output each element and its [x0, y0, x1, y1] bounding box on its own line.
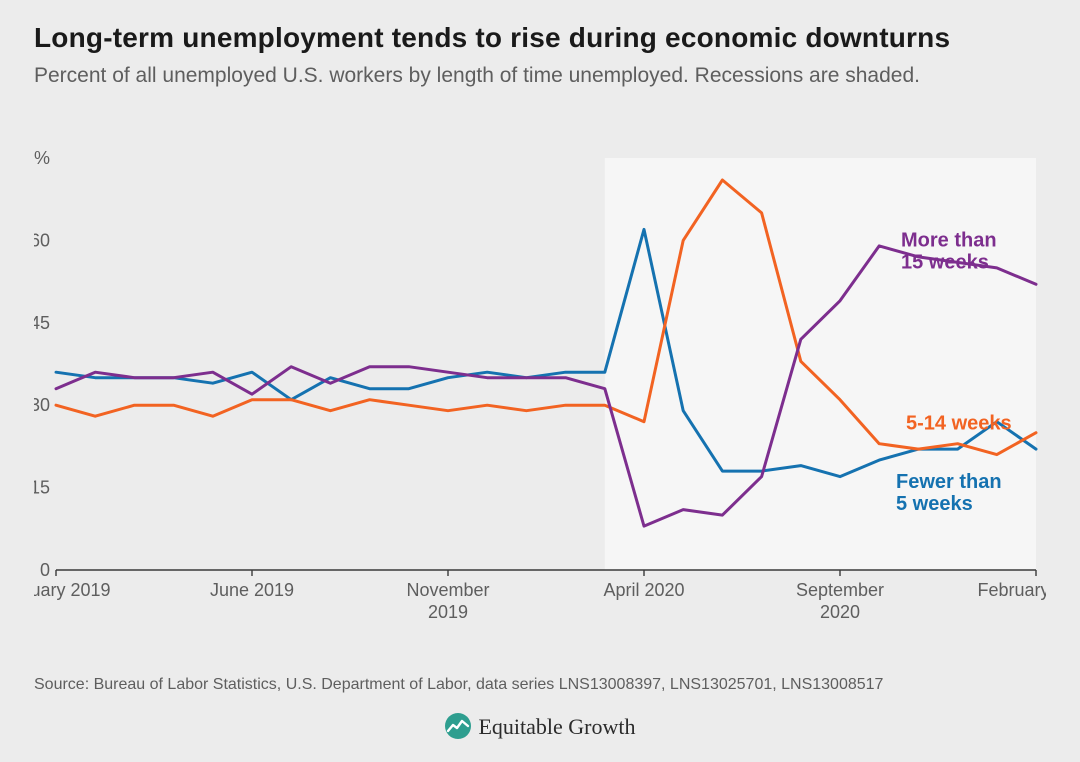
line-chart: 0 15 30 45 60 75% January 2019 June 2019 Novembe…	[34, 140, 1046, 638]
svg-text:75%: 75%	[34, 148, 50, 168]
chart-title: Long-term unemployment tends to rise dur…	[34, 22, 950, 54]
brand-logo-icon	[444, 712, 472, 740]
source-text: Source: Bureau of Labor Statistics, U.S.…	[34, 676, 883, 694]
svg-text:June 2019: June 2019	[210, 580, 294, 600]
svg-text:More than: More than	[901, 229, 997, 251]
svg-text:2019: 2019	[428, 602, 468, 622]
svg-text:February 2021: February 2021	[977, 580, 1046, 600]
brand-footer: Equitable Growth	[0, 712, 1080, 740]
svg-text:2020: 2020	[820, 602, 860, 622]
svg-text:0: 0	[40, 560, 50, 580]
svg-text:April 2020: April 2020	[603, 580, 684, 600]
svg-text:30: 30	[34, 395, 50, 415]
svg-text:15 weeks: 15 weeks	[901, 251, 989, 273]
svg-text:November: November	[406, 580, 489, 600]
chart-svg: 0 15 30 45 60 75% January 2019 June 2019 Novembe…	[34, 140, 1046, 638]
svg-text:15: 15	[34, 478, 50, 498]
svg-text:January 2019: January 2019	[34, 580, 111, 600]
svg-text:45: 45	[34, 313, 50, 333]
chart-container: Long-term unemployment tends to rise dur…	[0, 0, 1080, 762]
svg-text:5 weeks: 5 weeks	[896, 493, 973, 515]
svg-text:60: 60	[34, 230, 50, 250]
svg-text:September: September	[796, 580, 884, 600]
svg-text:5-14 weeks: 5-14 weeks	[906, 413, 1012, 435]
chart-subtitle: Percent of all unemployed U.S. workers b…	[34, 62, 1046, 89]
svg-text:Fewer than: Fewer than	[896, 471, 1002, 493]
brand-name: Equitable Growth	[478, 714, 635, 739]
